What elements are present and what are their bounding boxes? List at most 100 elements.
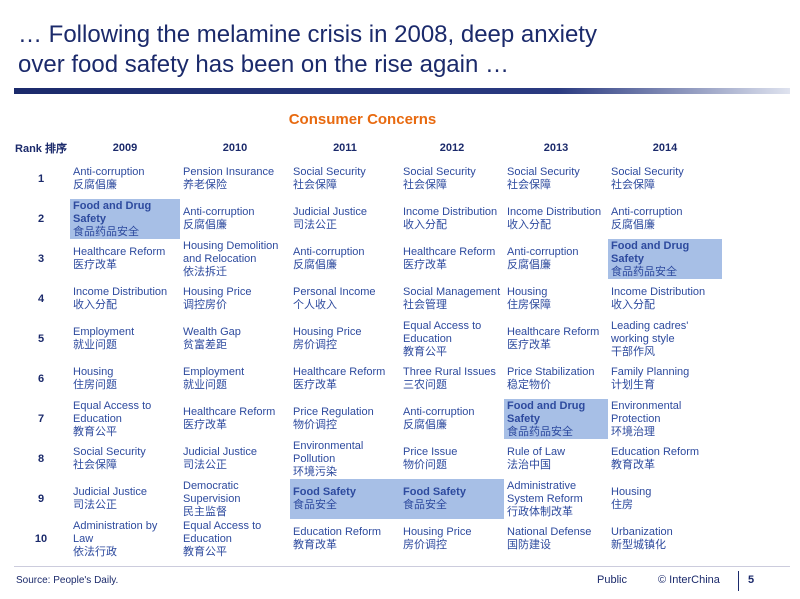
concern-en: Healthcare Reform xyxy=(507,326,600,338)
concern-en: Social Management xyxy=(403,286,501,298)
concern-zh: 反腐倡廉 xyxy=(403,419,447,431)
concern-cell: Democratic Supervision 民主监督 xyxy=(180,479,290,519)
concern-en: Personal Income xyxy=(293,286,376,298)
concern-en: Healthcare Reform xyxy=(293,366,386,378)
concern-cell: Healthcare Reform 医疗改革 xyxy=(70,239,180,279)
concern-zh: 物价调控 xyxy=(293,419,337,431)
concern-cell: Equal Access to Education 教育公平 xyxy=(400,319,504,359)
concern-cell: Rule of Law 法治中国 xyxy=(504,439,608,479)
concern-en: Family Planning xyxy=(611,366,690,378)
concern-cell: National Defense 国防建设 xyxy=(504,519,608,559)
concern-cell: Food Safety 食品安全 xyxy=(400,479,504,519)
table-row: 7 Equal Access to Education 教育公平 Healthcare… xyxy=(12,399,722,439)
separator xyxy=(738,571,739,591)
concern-cell: Food and Drug Safety 食品药品安全 xyxy=(70,199,180,239)
concern-cell: Price Issue 物价问题 xyxy=(400,439,504,479)
concern-cell: Housing Demolition and Relocation 依法拆迁 xyxy=(180,239,290,279)
concern-zh: 食品药品安全 xyxy=(73,225,139,238)
concern-en: Food Safety xyxy=(293,486,356,498)
concern-zh: 住房问题 xyxy=(73,379,117,391)
concern-en: Income Distribution xyxy=(611,286,706,298)
table-row: 1 Anti-corruption 反腐倡廉 Pension Insurance 养老保… xyxy=(12,159,722,199)
title-line: over food safety has been on the rise ag… xyxy=(18,51,509,78)
column-header: 2009 xyxy=(112,142,138,154)
concern-zh: 反腐倡廉 xyxy=(611,219,655,231)
concern-en: Housing Price xyxy=(403,526,472,538)
concern-cell: Healthcare Reform 医疗改革 xyxy=(400,239,504,279)
concern-en: Price Issue xyxy=(403,446,458,458)
header-row: Rank 排序 2009 2010 2011 2012 2013 2014 xyxy=(12,137,722,159)
company: © InterChina xyxy=(658,574,720,586)
concern-zh: 收入分配 xyxy=(507,219,551,231)
concern-zh: 食品药品安全 xyxy=(507,425,573,438)
concern-zh: 食品药品安全 xyxy=(611,265,677,278)
concern-cell: Housing 住房问题 xyxy=(70,359,180,399)
concern-en: Anti-corruption xyxy=(403,406,475,418)
concern-zh: 法治中国 xyxy=(507,459,551,471)
concern-cell: Education Reform 教育改革 xyxy=(290,519,400,559)
concern-en: Food and Drug Safety xyxy=(507,399,586,425)
concern-zh: 住房 xyxy=(611,499,633,511)
rank: 8 xyxy=(37,452,45,465)
concern-zh: 就业问题 xyxy=(73,339,117,351)
rank: 9 xyxy=(37,492,45,505)
concern-zh: 就业问题 xyxy=(183,379,227,391)
concern-zh: 医疗改革 xyxy=(73,259,117,271)
concern-zh: 医疗改革 xyxy=(183,419,227,431)
rank: 3 xyxy=(37,252,45,265)
concern-en: Judicial Justice xyxy=(293,206,367,218)
concern-en: Housing Demolition and Relocation xyxy=(183,239,279,265)
table-row: 6 Housing 住房问题 Employment 就业问题 Healthcare Ref… xyxy=(12,359,722,399)
concern-cell: Anti-corruption 反腐倡廉 xyxy=(290,239,400,279)
column-header: 2010 xyxy=(222,142,248,154)
concern-cell: Income Distribution 收入分配 xyxy=(400,199,504,239)
concern-cell: Personal Income 个人收入 xyxy=(290,279,400,319)
concern-en: Leading cadres' working style xyxy=(611,319,689,345)
table-title: Consumer Concerns xyxy=(288,111,437,128)
concern-zh: 收入分配 xyxy=(403,219,447,231)
column-header: 2011 xyxy=(333,142,357,154)
concern-zh: 环境污染 xyxy=(293,465,337,478)
source: Source: People's Daily. xyxy=(16,575,119,586)
column-header: 2012 xyxy=(439,142,465,154)
concern-en: Housing xyxy=(611,486,652,498)
concern-cell: Food Safety 食品安全 xyxy=(290,479,400,519)
concern-en: Anti-corruption xyxy=(73,166,145,178)
concern-zh: 贫富差距 xyxy=(183,339,227,351)
table-row: 9 Judicial Justice 司法公正 Democratic Supervis… xyxy=(12,479,722,519)
concern-en: Food and Drug Safety xyxy=(73,199,152,225)
concern-cell: Food and Drug Safety 食品药品安全 xyxy=(504,399,608,439)
concern-cell: Education Reform 教育改革 xyxy=(608,439,722,479)
concern-zh: 社会保障 xyxy=(73,459,117,471)
concern-en: Food and Drug Safety xyxy=(611,239,690,265)
concern-zh: 国防建设 xyxy=(507,539,551,551)
concern-cell: Leading cadres' working style 干部作风 xyxy=(608,319,722,359)
concern-en: Environmental Pollution xyxy=(293,439,364,465)
concern-zh: 反腐倡廉 xyxy=(73,179,117,191)
concern-zh: 反腐倡廉 xyxy=(183,219,227,231)
concern-en: Employment xyxy=(73,326,135,338)
concern-cell: Housing 住房保障 xyxy=(504,279,608,319)
concern-en: Rule of Law xyxy=(507,446,566,458)
concern-cell: Anti-corruption 反腐倡廉 xyxy=(70,159,180,199)
concern-cell: Housing Price 调控房价 xyxy=(180,279,290,319)
page-number: 5 xyxy=(748,574,755,586)
concern-en: Education Reform xyxy=(293,526,382,538)
concern-zh: 调控房价 xyxy=(183,299,227,311)
concern-zh: 行政体制改革 xyxy=(507,505,573,518)
concern-en: Housing Price xyxy=(293,326,362,338)
concern-en: Education Reform xyxy=(611,446,700,458)
rank: 1 xyxy=(37,172,45,185)
concern-zh: 社会保障 xyxy=(293,179,337,191)
concern-cell: Pension Insurance 养老保险 xyxy=(180,159,290,199)
concern-zh: 教育公平 xyxy=(73,425,117,438)
concern-en: Three Rural Issues xyxy=(403,366,496,378)
concern-zh: 医疗改革 xyxy=(507,339,551,351)
concern-cell: Housing Price 房价调控 xyxy=(290,319,400,359)
concern-cell: Healthcare Reform 医疗改革 xyxy=(290,359,400,399)
concern-zh: 三农问题 xyxy=(403,379,447,391)
concern-en: Social Security xyxy=(73,446,146,458)
concern-zh: 稳定物价 xyxy=(507,379,551,391)
table-row: 8 Social Security 社会保障 Judicial Justice 司法公正… xyxy=(12,439,722,479)
concern-cell: Income Distribution 收入分配 xyxy=(608,279,722,319)
